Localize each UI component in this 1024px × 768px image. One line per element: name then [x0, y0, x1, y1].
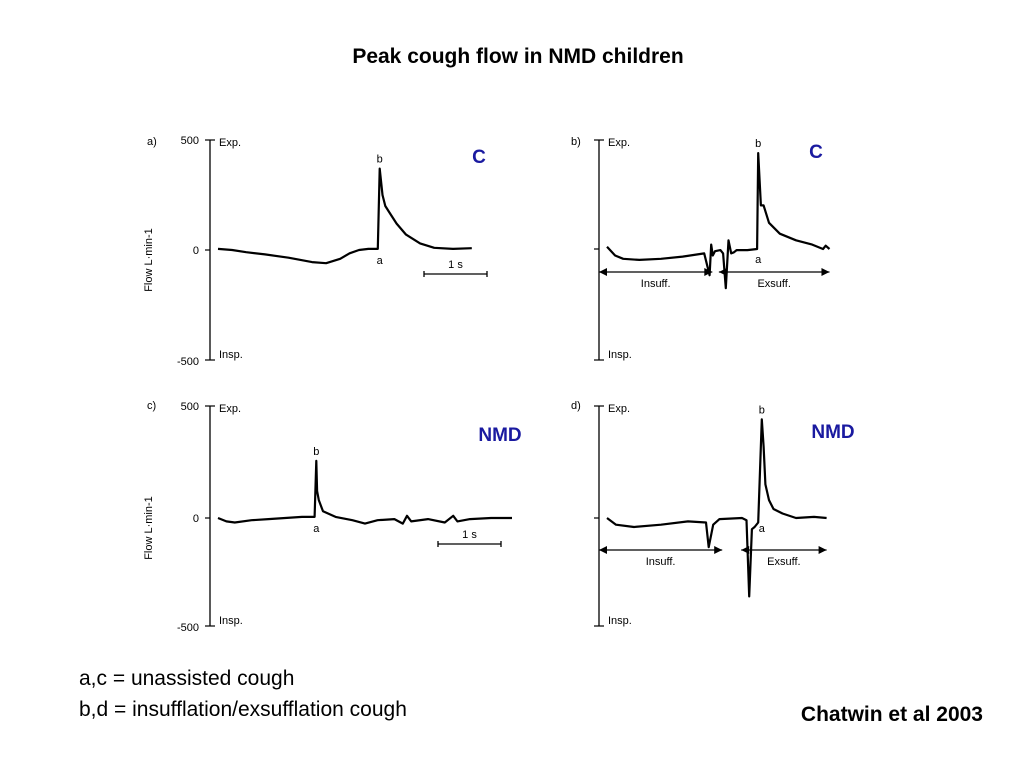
panel-b-flow-trace: [606, 152, 831, 290]
panel-b-label: b): [571, 136, 581, 148]
panel-c-label: c): [147, 400, 156, 412]
panel-c-exp-label: Exp.: [219, 403, 241, 415]
panel-b-arrow-label-0: Insuff.: [641, 278, 671, 290]
panel-a-point-label-a: a: [377, 255, 384, 267]
panel-d-group-label: NMD: [811, 422, 854, 443]
panel-b-insp-label: Insp.: [608, 349, 632, 361]
panel-a-label: a): [147, 136, 157, 148]
panel-c-flow-trace: [217, 459, 512, 525]
citation: Chatwin et al 2003: [800, 703, 983, 726]
panel-a-flow-trace: [217, 167, 472, 265]
panel-a-y-axis-title: Flow L·min-1: [143, 228, 155, 292]
panel-b-group-label: C: [809, 142, 823, 163]
panel-a-group-label: C: [472, 147, 486, 168]
panel-c-y-tick-label: -500: [177, 622, 199, 634]
panel-c-insp-label: Insp.: [219, 615, 243, 627]
panel-b-arrow-1-head-left: [718, 268, 727, 276]
panel-b-exp-label: Exp.: [608, 137, 630, 149]
panel-d-arrow-1-head-right: [818, 546, 827, 554]
panel-d-label: d): [571, 400, 581, 412]
panel-c-point-label-a: a: [313, 523, 320, 535]
panel-b-point-label-a: a: [755, 254, 762, 266]
panel-b-arrow-label-1: Exsuff.: [757, 278, 790, 290]
panel-d-arrow-label-1: Exsuff.: [767, 556, 800, 568]
panel-d-insp-label: Insp.: [608, 615, 632, 627]
panel-a-y-tick-label: -500: [177, 356, 199, 368]
panel-a-y-tick-label: 500: [181, 135, 199, 147]
panel-b-arrow-0-head-left: [599, 268, 607, 276]
panel-d-point-label-b: b: [759, 404, 765, 416]
panel-d-flow-trace: [606, 418, 827, 598]
panel-b-point-label-b: b: [755, 138, 761, 150]
panel-d-arrow-label-0: Insuff.: [646, 556, 676, 568]
panel-d-arrow-0-head-left: [599, 546, 607, 554]
panel-a-exp-label: Exp.: [219, 137, 241, 149]
panel-a-scalebar-label: 1 s: [448, 259, 463, 271]
panel-a-point-label-b: b: [377, 154, 383, 166]
footnote-unassisted: a,c = unassisted cough: [79, 667, 295, 690]
panel-c-y-tick-label: 0: [193, 513, 199, 525]
panel-d-point-label-a: a: [759, 523, 766, 535]
footnote-insufflation: b,d = insufflation/exsufflation cough: [79, 698, 407, 721]
panel-d-exp-label: Exp.: [608, 403, 630, 415]
panel-b-arrow-0-head-right: [704, 268, 713, 276]
panel-d-arrow-0-head-right: [714, 546, 723, 554]
panel-c-point-label-b: b: [313, 446, 319, 458]
panel-d-arrow-1-head-left: [741, 546, 750, 554]
panel-b-arrow-1-head-right: [821, 268, 830, 276]
panel-c-y-axis-title: Flow L·min-1: [143, 496, 155, 560]
slide-title: Peak cough flow in NMD children: [352, 45, 684, 68]
panel-c-group-label: NMD: [478, 425, 521, 446]
panel-c-scalebar-label: 1 s: [462, 529, 477, 541]
panel-a-insp-label: Insp.: [219, 349, 243, 361]
panel-a-y-tick-label: 0: [193, 245, 199, 257]
panel-c-y-tick-label: 500: [181, 401, 199, 413]
